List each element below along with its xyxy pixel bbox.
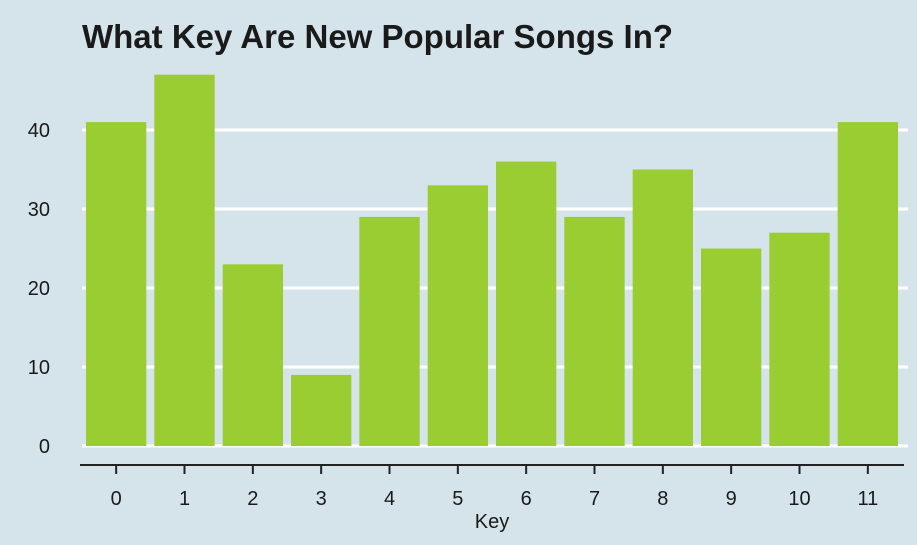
chart-title: What Key Are New Popular Songs In?	[82, 18, 674, 55]
bar-key-11	[837, 122, 898, 446]
x-tick-label: 9	[726, 488, 737, 510]
y-tick-label: 40	[28, 120, 50, 142]
bar-key-5	[427, 185, 488, 447]
x-tick-label: 0	[111, 488, 122, 510]
x-tick-label: 1	[179, 488, 190, 510]
bar-key-7	[564, 216, 625, 446]
x-tick-label: 11	[857, 488, 878, 510]
bar-key-4	[359, 216, 420, 446]
bar-key-9	[701, 248, 762, 446]
bar-key-1	[154, 74, 215, 446]
y-axis-ticks: 0 10 20 30 40	[28, 120, 50, 458]
bar-key-2	[222, 264, 283, 446]
y-tick-label: 10	[28, 357, 50, 379]
bar-key-3	[291, 374, 352, 446]
bar-key-0	[86, 122, 147, 446]
x-tick-label: 2	[247, 488, 258, 510]
bars	[86, 74, 898, 447]
x-tick-label: 10	[788, 488, 810, 510]
bar-key-10	[769, 232, 830, 446]
x-tick-label: 4	[384, 488, 395, 510]
x-tick-label: 7	[589, 488, 600, 510]
bar-key-6	[496, 161, 557, 446]
x-axis-label: Key	[475, 511, 509, 533]
y-tick-label: 20	[28, 278, 50, 300]
x-tick-label: 8	[657, 488, 668, 510]
x-tick-label: 3	[316, 488, 327, 510]
x-tick-label: 6	[521, 488, 532, 510]
x-axis-ticks: 0 1 2 3 4 5 6 7 8 9 10 11	[111, 465, 878, 510]
y-tick-label: 0	[39, 436, 50, 458]
bar-key-8	[632, 169, 693, 446]
x-tick-label: 5	[452, 488, 463, 510]
y-tick-label: 30	[28, 199, 50, 221]
